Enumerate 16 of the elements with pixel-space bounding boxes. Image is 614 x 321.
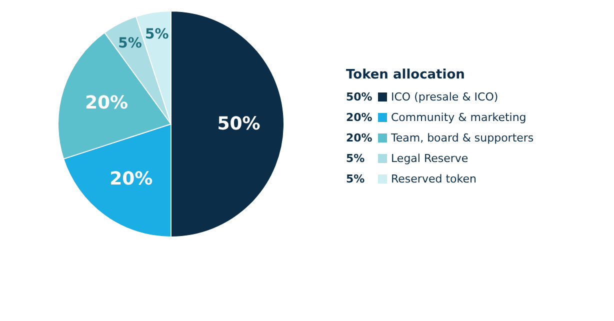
- legend-label: Legal Reserve: [391, 152, 468, 165]
- legend-label: Team, board & supporters: [390, 132, 534, 144]
- legend-label: Community & marketing: [391, 111, 526, 124]
- data-label: 5%: [144, 26, 169, 43]
- legend-label: Reserved token: [391, 172, 476, 186]
- data-label: 5%: [118, 35, 142, 52]
- legend-title: Token allocation: [346, 68, 465, 82]
- text: 50%: [346, 90, 372, 104]
- text: 5%: [346, 152, 365, 165]
- text: 20%: [346, 132, 372, 144]
- text: 20%: [346, 111, 372, 124]
- data-label: 20%: [84, 92, 128, 114]
- legend-label: ICO (presale & ICO): [391, 90, 498, 104]
- data-label: 50%: [217, 114, 260, 134]
- data-label: 20%: [110, 168, 153, 190]
- text: 5%: [346, 172, 365, 186]
